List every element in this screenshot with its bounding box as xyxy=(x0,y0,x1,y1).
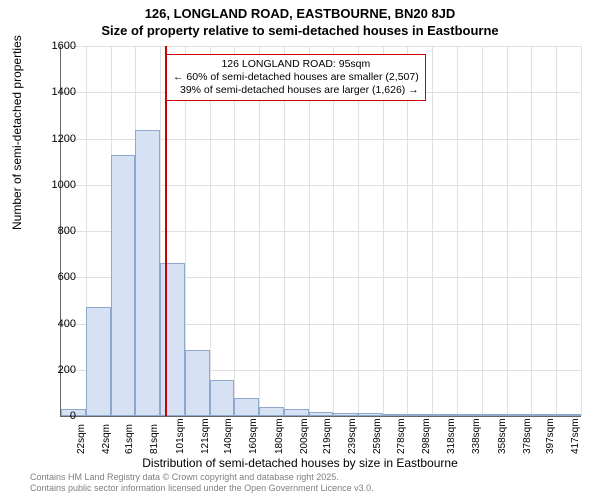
reference-line xyxy=(165,46,167,416)
histogram-bar xyxy=(135,130,160,416)
footer-attribution: Contains HM Land Registry data © Crown c… xyxy=(30,472,374,494)
x-tick-label: 278sqm xyxy=(396,418,407,454)
y-tick-label: 0 xyxy=(36,410,76,422)
histogram-bar xyxy=(531,414,556,416)
histogram-bar xyxy=(185,350,210,416)
x-tick-label: 219sqm xyxy=(322,418,333,454)
annotation-line1: 126 LONGLAND ROAD: 95sqm xyxy=(173,58,419,71)
y-axis-label: Number of semi-detached properties xyxy=(10,35,24,230)
x-tick-label: 101sqm xyxy=(175,418,186,454)
x-tick-label: 160sqm xyxy=(248,418,259,454)
y-tick-label: 1400 xyxy=(36,86,76,98)
x-tick-label: 22sqm xyxy=(76,424,87,454)
x-tick-label: 298sqm xyxy=(421,418,432,454)
x-tick-label: 180sqm xyxy=(274,418,285,454)
histogram-bar xyxy=(210,380,234,416)
annotation-line2: ← 60% of semi-detached houses are smalle… xyxy=(173,71,419,84)
y-tick-label: 600 xyxy=(36,271,76,283)
histogram-bar xyxy=(432,414,457,416)
footer-line1: Contains HM Land Registry data © Crown c… xyxy=(30,472,374,483)
x-tick-label: 378sqm xyxy=(522,418,533,454)
histogram-bar xyxy=(259,407,284,416)
x-tick-label: 397sqm xyxy=(545,418,556,454)
chart-title: 126, LONGLAND ROAD, EASTBOURNE, BN20 8JD xyxy=(0,0,600,23)
histogram-bar xyxy=(111,155,135,416)
chart-container: 126, LONGLAND ROAD, EASTBOURNE, BN20 8JD… xyxy=(0,0,600,500)
histogram-bar xyxy=(507,414,531,416)
histogram-bar xyxy=(407,414,432,416)
histogram-bar xyxy=(482,414,507,416)
x-tick-label: 81sqm xyxy=(149,424,160,454)
y-tick-label: 1000 xyxy=(36,179,76,191)
histogram-bar xyxy=(457,414,482,416)
plot-area: 126 LONGLAND ROAD: 95sqm ← 60% of semi-d… xyxy=(60,46,581,417)
x-tick-label: 259sqm xyxy=(372,418,383,454)
histogram-bar xyxy=(234,398,259,417)
histogram-bar xyxy=(358,413,383,416)
bars-layer xyxy=(61,46,581,416)
y-tick-label: 400 xyxy=(36,318,76,330)
x-tick-label: 417sqm xyxy=(570,418,581,454)
x-tick-label: 239sqm xyxy=(347,418,358,454)
histogram-bar xyxy=(383,414,407,416)
x-axis-label: Distribution of semi-detached houses by … xyxy=(0,456,600,470)
x-tick-label: 338sqm xyxy=(471,418,482,454)
histogram-bar xyxy=(86,307,111,416)
y-tick-label: 1200 xyxy=(36,133,76,145)
y-tick-label: 200 xyxy=(36,364,76,376)
histogram-bar xyxy=(556,414,581,416)
chart-subtitle: Size of property relative to semi-detach… xyxy=(0,23,600,40)
y-tick-label: 800 xyxy=(36,225,76,237)
x-tick-label: 121sqm xyxy=(200,418,211,454)
grid-line-v xyxy=(581,46,582,416)
x-tick-label: 42sqm xyxy=(101,424,112,454)
annotation-line3: 39% of semi-detached houses are larger (… xyxy=(173,84,419,97)
footer-line2: Contains public sector information licen… xyxy=(30,483,374,494)
histogram-bar xyxy=(160,263,185,416)
annotation-box: 126 LONGLAND ROAD: 95sqm ← 60% of semi-d… xyxy=(166,54,426,101)
y-tick-label: 1600 xyxy=(36,40,76,52)
x-tick-label: 318sqm xyxy=(446,418,457,454)
x-tick-label: 200sqm xyxy=(299,418,310,454)
histogram-bar xyxy=(333,413,358,416)
x-tick-label: 358sqm xyxy=(497,418,508,454)
x-tick-label: 61sqm xyxy=(124,424,135,454)
x-tick-label: 140sqm xyxy=(223,418,234,454)
histogram-bar xyxy=(284,409,309,416)
histogram-bar xyxy=(309,412,333,416)
